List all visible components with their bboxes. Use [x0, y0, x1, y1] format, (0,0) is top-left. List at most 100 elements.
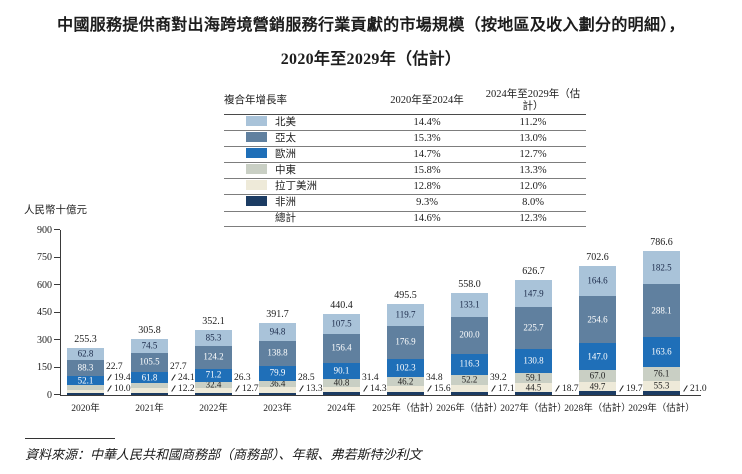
- segment-value-label: 55.3: [653, 380, 670, 391]
- plot-area: 0 150 300 450 600 750 900 52.1 88.3 62.8 10.0 19.4 2…: [37, 225, 707, 415]
- bar-segment-非洲: [579, 391, 616, 395]
- cagr-value: 14.7%: [413, 148, 441, 160]
- cagr-value: 13.0%: [519, 132, 547, 144]
- segment-value-label: 107.5: [331, 318, 352, 329]
- y-axis-tick-label: 150: [37, 362, 52, 373]
- bar-segment-亞太: 176.9: [387, 326, 424, 359]
- bar-segment-非洲: [259, 392, 296, 395]
- cagr-value: 9.3%: [416, 196, 438, 208]
- bar-total-label: 255.3: [74, 334, 97, 346]
- legend-row-asia-pacific: 亞太 15.3% 13.0%: [224, 131, 586, 147]
- y-axis-tick: [54, 229, 60, 230]
- segment-value-label: 116.3: [459, 358, 480, 369]
- segment-value-label: 36.4: [269, 378, 286, 389]
- cagr-value: 11.2%: [519, 116, 547, 128]
- legend-row-middle-east: 中東 15.8% 13.3%: [224, 163, 586, 179]
- outside-value-label: 15.6: [426, 384, 451, 395]
- outside-value-label: 12.7: [234, 384, 259, 395]
- leader-line: [107, 384, 112, 392]
- stacked-bar: 46.2 102.3 176.9 119.7: [387, 230, 424, 395]
- cagr-value: 12.0%: [519, 180, 547, 192]
- bar-segment-拉丁美洲: [195, 387, 232, 393]
- outside-value-label: 28.5: [298, 372, 315, 383]
- segment-value-label: 49.7: [589, 381, 606, 392]
- x-axis-label: 2021年: [135, 404, 164, 414]
- bar-segment-中東: 67.0: [579, 370, 616, 383]
- x-axis-label: 2027年（估計）: [500, 404, 567, 414]
- bar-segment-非洲: [515, 391, 552, 395]
- stacked-bar: 49.7 67.0 147.0 254.6 164.6: [579, 230, 616, 395]
- leader-line: [235, 384, 240, 392]
- segment-value-label: 90.1: [333, 365, 350, 376]
- legend-label-total: 總計: [275, 212, 296, 224]
- bar-segment-歐洲: 61.8: [131, 371, 168, 384]
- bar-segment-歐洲: 90.1: [323, 362, 360, 380]
- segment-value-label: 147.0: [587, 351, 608, 362]
- y-axis-tick-label: 600: [37, 279, 52, 291]
- segment-value-label: 288.1: [651, 305, 672, 316]
- y-axis-title: 人民幣十億元: [24, 205, 87, 216]
- bar-segment-中東: [131, 383, 168, 389]
- bar-group: 46.2 102.3 176.9 119.7 15.6 34.8 495.5 2025年（估計…: [372, 230, 450, 414]
- bar-segment-非洲: [195, 392, 232, 395]
- bar-segment-拉丁美洲: [387, 385, 424, 393]
- bar-group: 49.7 67.0 147.0 254.6 164.6 19.7 702.6 2028年（估計…: [564, 230, 642, 414]
- stacked-bar: 52.1 88.3 62.8: [67, 230, 104, 395]
- stacked-bar: 32.4 71.2 124.2 85.3: [195, 230, 232, 395]
- bar-segment-北美: 182.5: [643, 250, 680, 285]
- outside-value-label: 12.2: [170, 384, 195, 395]
- bar-segment-北美: 164.6: [579, 266, 616, 297]
- bar-segment-亞太: 88.3: [67, 359, 104, 376]
- legend-table: 複合年增長率 2020年至2024年 2024年至2029年（估計） 北美 14…: [224, 88, 586, 227]
- segment-value-label: 200.0: [459, 329, 480, 340]
- bar-total-label: 702.6: [586, 252, 609, 264]
- bar-segment-非洲: [387, 392, 424, 395]
- segment-value-label: 61.8: [141, 372, 158, 383]
- cagr-value: 8.0%: [522, 196, 544, 208]
- bar-group: 55.3 76.1 163.6 288.1 182.5 21.0 786.6 2029年（估計…: [628, 230, 706, 414]
- segment-value-label: 44.5: [525, 382, 542, 392]
- legend-swatch-asia-pacific: [246, 132, 267, 143]
- bar-segment-中東: 36.4: [259, 379, 296, 388]
- segment-value-label: 71.2: [205, 369, 222, 380]
- bar-segment-非洲: [451, 391, 488, 395]
- legend-row-total: 總計 14.6% 12.3%: [224, 211, 586, 227]
- outside-value-label: 27.7: [170, 361, 187, 372]
- outside-value-label: 39.2: [490, 372, 507, 383]
- source-divider: [25, 438, 115, 439]
- stacked-bar: 36.4 79.9 138.8 94.8: [259, 230, 296, 395]
- y-axis-tick-label: 450: [37, 307, 52, 318]
- leader-line: [363, 384, 368, 392]
- bar-group: 52.1 88.3 62.8 10.0 19.4 22.7 255.3 2020年: [61, 230, 131, 414]
- bar-segment-亞太: 200.0: [451, 317, 488, 354]
- bar-segment-北美: 85.3: [195, 330, 232, 347]
- leader-line: [619, 384, 624, 392]
- y-axis-tick: [54, 284, 60, 285]
- cagr-value: 14.4%: [413, 116, 441, 128]
- bar-segment-拉丁美洲: 49.7: [579, 382, 616, 392]
- bar-segment-非洲: [643, 391, 680, 395]
- bar-segment-歐洲: 79.9: [259, 366, 296, 381]
- segment-value-label: 254.6: [587, 314, 608, 325]
- bar-segment-亞太: 138.8: [259, 340, 296, 367]
- cagr-value: 12.3%: [519, 212, 547, 224]
- segment-value-label: 147.9: [523, 288, 544, 299]
- legend-header-row: 複合年增長率 2020年至2024年 2024年至2029年（估計）: [224, 88, 586, 115]
- leader-line: [107, 373, 112, 381]
- legend-swatch-north-america: [246, 116, 267, 127]
- legend-label-africa: 非洲: [275, 197, 296, 209]
- bar-segment-非洲: [131, 392, 168, 395]
- stacked-bar: 61.8 105.5 74.5: [131, 230, 168, 395]
- chart-title-line1: 中國服務提供商對出海跨境營銷服務行業貢獻的市場規模（按地區及收入劃分的明細），: [57, 17, 685, 34]
- bar-segment-拉丁美洲: [323, 386, 360, 393]
- chart-title-line2: 2020年至2029年（估計）: [280, 51, 462, 68]
- bar-segment-北美: 94.8: [259, 323, 296, 341]
- leader-line: [299, 384, 304, 392]
- legend-label-middle-east: 中東: [275, 165, 296, 177]
- segment-value-label: 164.6: [587, 275, 608, 286]
- leader-line: [491, 384, 496, 392]
- bar-segment-歐洲: 52.1: [67, 376, 104, 386]
- x-axis-label: 2029年（估計）: [628, 404, 695, 414]
- bar-segment-亞太: 288.1: [643, 284, 680, 338]
